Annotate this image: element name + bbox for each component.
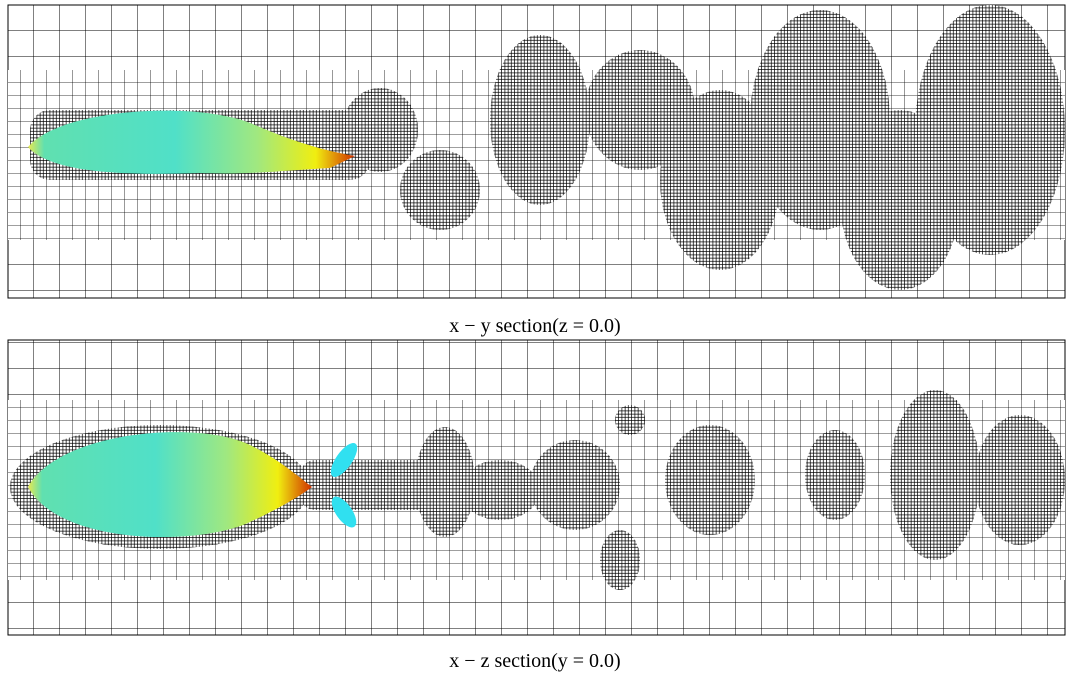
fine-mesh	[975, 415, 1065, 545]
fine-mesh	[615, 405, 645, 435]
panel-xz	[8, 340, 1065, 635]
fine-mesh	[400, 150, 480, 230]
caption: x − y section(z = 0.0)	[449, 315, 620, 337]
fine-mesh	[600, 530, 640, 590]
fine-mesh	[805, 430, 865, 520]
fine-mesh	[915, 5, 1065, 255]
fine-mesh	[665, 425, 755, 535]
panel-xy	[8, 5, 1065, 298]
fine-mesh	[460, 460, 540, 520]
fine-mesh	[342, 88, 418, 172]
page: x − y section(z = 0.0) x − z section(y =…	[0, 0, 1070, 680]
fine-mesh	[890, 390, 980, 560]
fine-mesh	[530, 440, 620, 530]
fine-mesh	[490, 35, 590, 205]
figure: x − y section(z = 0.0) x − z section(y =…	[0, 0, 1070, 680]
caption: x − z section(y = 0.0)	[449, 650, 620, 672]
